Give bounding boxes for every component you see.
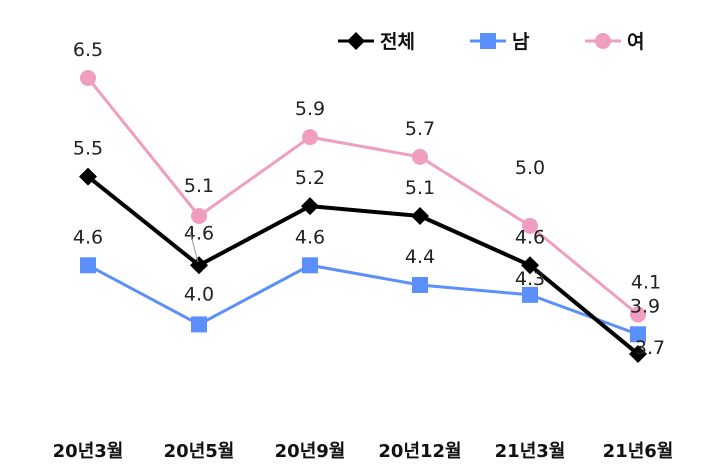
data-point-전체-0: [79, 167, 97, 186]
data-point-여-3: [412, 148, 428, 165]
data-point-남-2: [302, 257, 318, 274]
data-point-여-0: [80, 70, 96, 86]
data-point-전체-5: [629, 345, 647, 363]
data-label-전체-0: 5.5: [73, 138, 103, 160]
series-line-여: [86, 77, 639, 316]
data-point-남-5: [630, 326, 646, 343]
legend-label-여: 여: [627, 31, 644, 53]
data-point-전체-2: [301, 197, 319, 216]
data-point-남-3: [412, 277, 428, 293]
label-leader-line: [189, 231, 199, 263]
legend: 전체 남 여: [338, 31, 644, 53]
data-label-전체-3: 5.1: [405, 177, 435, 199]
legend-label-남: 남: [512, 31, 530, 53]
data-label-남-4: 4.3: [515, 268, 545, 290]
series-line-남: [87, 263, 639, 336]
data-label-전체-1: 4.6: [184, 222, 214, 244]
x-tick-label-2: 20년9월: [275, 441, 346, 462]
data-point-남-1: [191, 316, 207, 333]
data-label-남-5: 3.9: [630, 295, 660, 317]
data-label-전체-5: 3.7: [635, 337, 665, 359]
data-point-전체-3: [411, 207, 429, 225]
data-point-여-2: [302, 129, 318, 146]
data-point-남-0: [80, 257, 96, 274]
series-markers: [79, 70, 647, 363]
data-point-여-5: [630, 306, 646, 323]
x-tick-label-1: 20년5월: [164, 441, 235, 462]
legend-label-전체: 전체: [380, 31, 415, 53]
data-label-여-2: 5.9: [295, 98, 325, 120]
data-point-전체-1: [190, 256, 208, 275]
data-point-남-4: [522, 286, 538, 303]
data-label-여-5: 4.1: [631, 272, 661, 294]
legend-marker-남: [480, 33, 496, 49]
data-label-여-4: 5.0: [515, 157, 545, 179]
data-point-전체-4: [521, 256, 539, 275]
data-label-남-0: 4.6: [73, 226, 103, 248]
data-label-여-3: 5.7: [405, 118, 435, 140]
legend-marker-전체: [347, 32, 365, 50]
data-point-여-1: [191, 208, 207, 224]
data-label-남-3: 4.4: [405, 246, 435, 268]
series-lines: [86, 77, 640, 356]
x-tick-label-3: 20년12월: [378, 441, 461, 462]
x-tick-label-4: 21년3월: [495, 441, 566, 462]
data-labels: 5.5 4.6 5.2 5.1 4.6 3.7 4.6 4.0 4.6 4.4 4.3 3.9 6.5 5…: [73, 39, 665, 359]
legend-marker-여: [595, 33, 611, 49]
data-label-전체-2: 5.2: [295, 167, 325, 189]
series-line-전체: [86, 175, 640, 356]
data-label-여-0: 6.5: [73, 39, 103, 61]
data-label-전체-4: 4.6: [515, 226, 545, 248]
data-label-남-1: 4.0: [184, 283, 214, 305]
data-label-남-2: 4.6: [295, 226, 325, 248]
x-tick-label-0: 20년3월: [53, 441, 124, 462]
x-axis-tick-labels: 20년3월 20년5월 20년9월 20년12월 21년3월 21년6월: [53, 441, 674, 462]
data-point-여-4: [522, 217, 538, 234]
x-tick-label-5: 21년6월: [603, 441, 674, 462]
data-label-여-1: 5.1: [184, 175, 214, 197]
